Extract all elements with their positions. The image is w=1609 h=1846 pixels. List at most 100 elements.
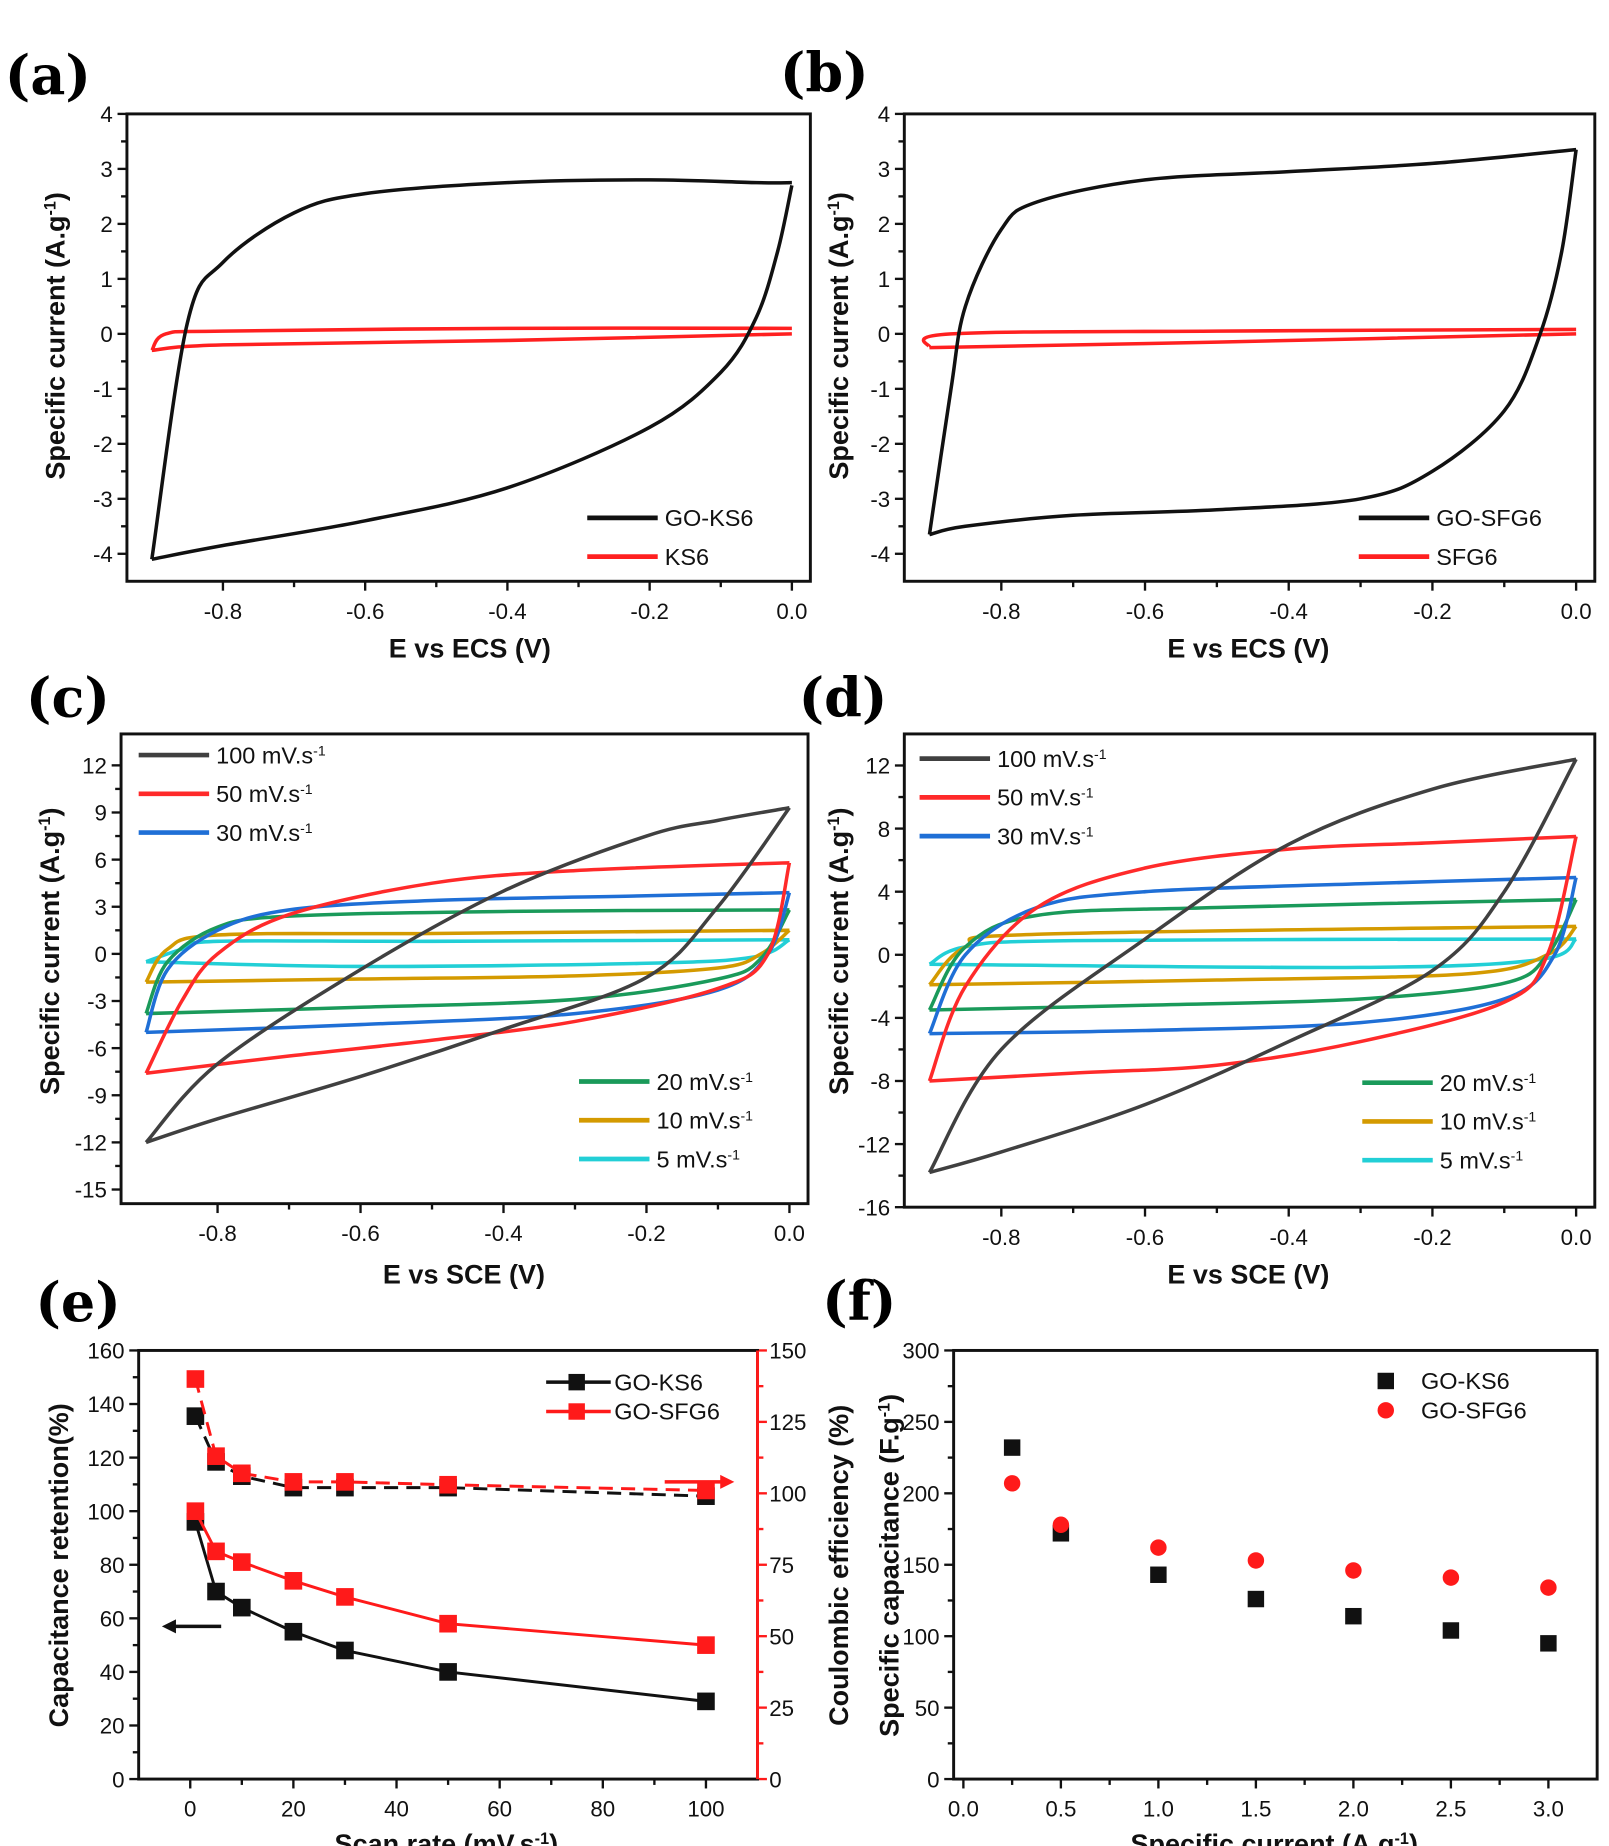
y-axis-label-end: ): [35, 807, 65, 816]
legend-label: KS6: [665, 544, 709, 570]
legend-marker: [1377, 1372, 1394, 1390]
y-tick-label: -2: [93, 432, 113, 457]
legend-label-text: 100 mV.s: [216, 742, 313, 768]
x-axis-label-sup: -1: [535, 1830, 549, 1846]
data-point-GO-KS6: [207, 1582, 225, 1601]
legend-marker: [568, 1373, 585, 1391]
panel-label: (a): [5, 43, 91, 107]
plot-area: [1003, 1439, 1557, 1652]
plot-area: [150, 178, 794, 562]
y-axis-label: Specific current (A.g-1): [824, 192, 854, 479]
x-tick-label: 0.0: [776, 599, 807, 624]
y-tick-label: 6: [95, 848, 107, 873]
y-tick-label: -8: [870, 1069, 890, 1094]
legend-label: 20 mV.s-1: [657, 1069, 754, 1095]
cv-curve-KS6: [150, 326, 792, 353]
y-axis-label-sup: -1: [42, 201, 60, 215]
y-tick-label: -2: [870, 432, 890, 457]
legend-label-sup: -1: [727, 1146, 740, 1162]
legend-label: GO-SFG6: [1436, 505, 1542, 531]
legend-label: 30 mV.s-1: [997, 823, 1094, 849]
x-tick-label: -0.8: [198, 1221, 236, 1246]
y-axis-label-end: ): [824, 807, 854, 816]
y-axis-label-text: Specific current (A.g: [35, 831, 65, 1095]
legend-label: 5 mV.s-1: [1440, 1147, 1524, 1173]
y-tick-label: 20: [100, 1714, 125, 1739]
y-tick-label: 1: [878, 267, 890, 292]
plot-area: [186, 1370, 715, 1711]
data-point-GO-SFG6: [1150, 1539, 1167, 1556]
legend-label: 50 mV.s-1: [997, 785, 1094, 811]
data-point-GO-KS6: [336, 1641, 354, 1660]
panel-a: (a) -0.8 -0.6 -0.4 -0.2 0.0 -4 -3 -2 -1 0 1 2 3 4 E vs …: [5, 43, 812, 664]
legend-label-sup: -1: [300, 820, 313, 836]
left-arrow-head-icon: [161, 1619, 176, 1634]
data-point-GO-KS6: [439, 1663, 457, 1681]
y2-tick-label: 125: [769, 1410, 806, 1435]
x-tick-label: 0.0: [1561, 599, 1592, 624]
legend-label-text: 10 mV.s: [657, 1108, 741, 1134]
panel-c: (c) -0.8 -0.6 -0.4 -0.2 0.0 -15 -12 -9 -6 -3 0 3 6 9 12…: [26, 665, 810, 1290]
y2-tick-label: 100: [769, 1482, 806, 1507]
data-point-GO-SFG6: [1247, 1552, 1265, 1569]
y-tick-label: 50: [915, 1696, 940, 1721]
y-tick-label: 4: [100, 102, 112, 127]
y-tick-label: 140: [87, 1392, 124, 1417]
cv-curve-50-mV-s: [927, 834, 1578, 1083]
x-tick-label: -0.6: [341, 1221, 379, 1246]
legend-label: 10 mV.s-1: [1440, 1109, 1537, 1135]
y-axis-label: Specific current (A.g-1): [824, 807, 854, 1094]
x-tick-label: -0.6: [346, 599, 384, 624]
legend-label: GO-KS6: [614, 1369, 703, 1395]
data-point-GO-KS6: [1003, 1439, 1021, 1456]
legend-label-sup: -1: [300, 781, 313, 797]
data-point-GO-KS6: [697, 1692, 715, 1711]
y-tick-label: 12: [865, 754, 890, 779]
x-axis-label-text: Specific current (A.g: [1130, 1829, 1394, 1846]
plot-area: [927, 757, 1578, 1175]
y-tick-label: 9: [95, 801, 107, 826]
x-tick-label: 100: [687, 1797, 724, 1822]
x-tick-label: -0.4: [488, 599, 526, 624]
y-tick-label: 2: [100, 212, 112, 237]
panel-b: (b) -0.8 -0.6 -0.4 -0.2 0.0 -4 -3 -2 -1 0 1 2 3 4 E vs …: [780, 41, 1597, 664]
y-tick-label: 0: [878, 943, 890, 968]
data-point-GO-SFG6: [1345, 1562, 1362, 1579]
y-axis-label-sup: -1: [36, 816, 54, 830]
legend-label-sup: -1: [1511, 1147, 1524, 1163]
plot-area: [921, 147, 1578, 537]
y-tick-label: -1: [870, 377, 890, 402]
y-axis-label: Specific capacitance (F.g-1): [874, 1394, 904, 1737]
legend-label-text: 10 mV.s: [1440, 1109, 1524, 1135]
legend-label-text: 5 mV.s: [1440, 1147, 1511, 1173]
legend-label: 20 mV.s-1: [1440, 1070, 1537, 1096]
data-point-GO-KS6: [186, 1407, 205, 1425]
legend-label-text: 20 mV.s: [657, 1069, 741, 1095]
data-point-GO-SFG6: [697, 1481, 715, 1500]
plot-frame: [125, 112, 812, 583]
legend-label: GO-KS6: [665, 505, 754, 531]
y-axis-label-sup: -1: [825, 201, 843, 215]
data-point-GO-SFG6: [1442, 1569, 1460, 1586]
legend-label: 100 mV.s-1: [997, 746, 1107, 772]
x-tick-label: 40: [384, 1797, 409, 1822]
x-tick-label: 20: [281, 1797, 306, 1822]
y-axis-label-text: Specific current (A.g: [824, 216, 854, 480]
y-axis-label: Capacitance retention(%): [44, 1403, 74, 1727]
x-axis-label: E vs SCE (V): [1167, 1260, 1329, 1290]
y-axis-label-end: ): [874, 1394, 904, 1403]
y-axis-label: Specific current (A.g-1): [41, 192, 71, 479]
cv-curve-10-mV-s: [144, 928, 791, 984]
legend-label-text: 100 mV.s: [997, 746, 1094, 772]
legend-marker: [568, 1403, 585, 1420]
legend-label-sup: -1: [1524, 1070, 1537, 1086]
y-tick-label: 2: [878, 212, 890, 237]
legend-label: GO-SFG6: [1421, 1398, 1527, 1424]
y2-tick-label: 25: [769, 1696, 794, 1721]
x-tick-label: 2.0: [1338, 1797, 1369, 1822]
y-tick-label: 0: [878, 322, 890, 347]
x-tick-label: 1.5: [1240, 1797, 1271, 1822]
data-point-GO-KS6: [1150, 1566, 1167, 1583]
data-point-GO-SFG6: [697, 1636, 715, 1654]
x-axis-label: E vs ECS (V): [1167, 634, 1329, 664]
